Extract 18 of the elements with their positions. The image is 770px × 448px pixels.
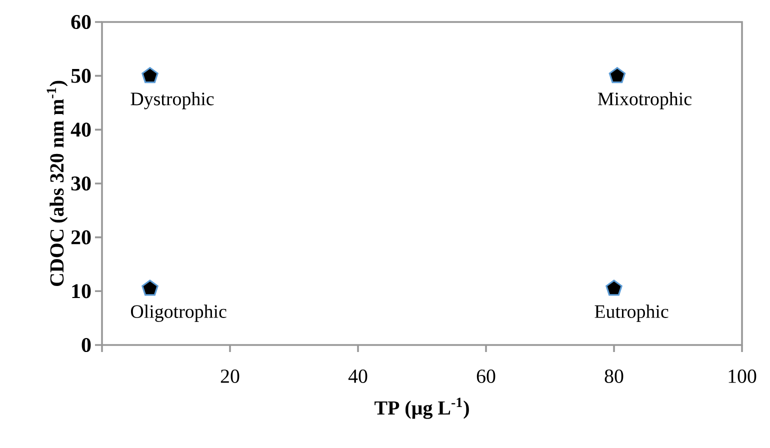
x-axis-title: TP (µg L$^{-1}$)	[374, 398, 469, 419]
y-tick-label: 30	[71, 176, 91, 191]
annotation: Oligotrophic	[130, 304, 226, 322]
y-tick-label: 50	[71, 68, 91, 83]
x-tick-label: 100	[728, 370, 756, 383]
y-tick-label: 10	[72, 284, 91, 298]
y-tick-label: 40	[70, 122, 91, 137]
annotation: Eutrophic	[594, 304, 668, 322]
y-tick-label: 0	[82, 338, 91, 352]
annotation: Mixotrophic	[598, 92, 692, 110]
y-axis-title: CDOC (abs 320 nm m$^{-1}$)	[46, 80, 68, 286]
x-tick-label: 60	[476, 370, 496, 383]
y-tick-label: 20	[71, 230, 91, 244]
x-tick-label: 80	[604, 370, 624, 383]
x-tick-label: 20	[220, 370, 240, 383]
y-tick-label: 60	[71, 14, 91, 30]
x-tick-label: 40	[348, 370, 368, 383]
annotation: Dystrophic	[130, 92, 214, 110]
